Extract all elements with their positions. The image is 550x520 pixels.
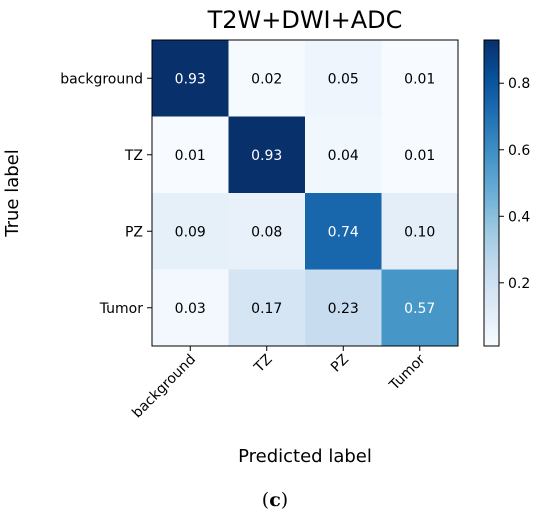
y-tick-label: background — [60, 71, 143, 87]
heatmap-cell — [381, 116, 459, 194]
cell-value-label: 0.93 — [251, 148, 282, 164]
colorbar-tick-label: 0.2 — [508, 276, 530, 292]
cell-value-label: 0.74 — [328, 224, 359, 240]
cell-value-label: 0.04 — [328, 148, 359, 164]
cell-value-label: 0.10 — [404, 224, 435, 240]
cell-value-label: 0.93 — [175, 71, 206, 87]
figure-caption: (c) — [0, 488, 550, 512]
colorbar-tick-label: 0.6 — [508, 143, 530, 159]
cell-value-label: 0.17 — [251, 301, 282, 317]
heatmap-cell — [381, 40, 459, 117]
chart-title: T2W+DWI+ADC — [207, 6, 403, 34]
heatmap-cell — [305, 193, 382, 270]
x-tick-label: Tumor — [386, 351, 429, 394]
colorbar-ticks: 0.2 0.4 0.6 0.8 — [499, 76, 530, 292]
heatmap-cell — [228, 193, 306, 270]
heatmap-cell-labels: 0.93 0.02 0.05 0.01 0.01 0.93 0.04 0.01 0.09 0.08… — [175, 71, 436, 317]
cell-value-label: 0.01 — [404, 148, 435, 164]
cell-value-label: 0.57 — [404, 301, 435, 317]
cell-value-label: 0.23 — [328, 301, 359, 317]
heatmap-cell — [228, 40, 306, 117]
heatmap-cell — [381, 269, 459, 347]
colorbar-tick-label: 0.8 — [508, 76, 530, 92]
y-tick-label: Tumor — [99, 301, 144, 317]
x-axis-ticks: background TZ PZ Tumor — [129, 346, 429, 421]
heatmap-cell — [228, 269, 306, 347]
heatmap-cell — [381, 193, 459, 270]
cell-value-label: 0.05 — [328, 71, 359, 87]
colorbar-tick-label: 0.4 — [508, 209, 530, 225]
heatmap-cell — [152, 116, 229, 194]
caption-close-paren: ) — [280, 489, 289, 511]
heatmap-cells — [152, 40, 459, 347]
x-tick-label: background — [129, 352, 199, 422]
x-tick-label: PZ — [328, 352, 352, 376]
caption-letter: c — [269, 489, 281, 511]
colorbar — [484, 40, 499, 346]
cell-value-label: 0.03 — [175, 301, 206, 317]
heatmap-cell — [228, 116, 306, 194]
x-tick-label: TZ — [251, 352, 276, 377]
heatmap-cell — [305, 269, 382, 347]
x-axis-label: Predicted label — [238, 446, 372, 467]
heatmap-cell — [305, 40, 382, 117]
cell-value-label: 0.01 — [404, 71, 435, 87]
heatmap-cell — [305, 116, 382, 194]
cell-value-label: 0.08 — [251, 224, 282, 240]
cell-value-label: 0.02 — [251, 71, 282, 87]
colorbar-frame — [483, 39, 500, 347]
y-axis-label: True label — [2, 149, 23, 238]
cell-value-label: 0.01 — [175, 148, 206, 164]
y-tick-label: TZ — [124, 148, 143, 164]
heatmap-cell — [152, 269, 229, 347]
cell-value-label: 0.09 — [175, 224, 206, 240]
caption-open-paren: ( — [261, 489, 270, 511]
plot-frame — [151, 39, 459, 347]
y-tick-label: PZ — [125, 224, 143, 240]
y-axis-ticks: background TZ PZ Tumor — [60, 71, 152, 317]
heatmap-cell — [152, 40, 229, 117]
heatmap-cell — [152, 193, 229, 270]
